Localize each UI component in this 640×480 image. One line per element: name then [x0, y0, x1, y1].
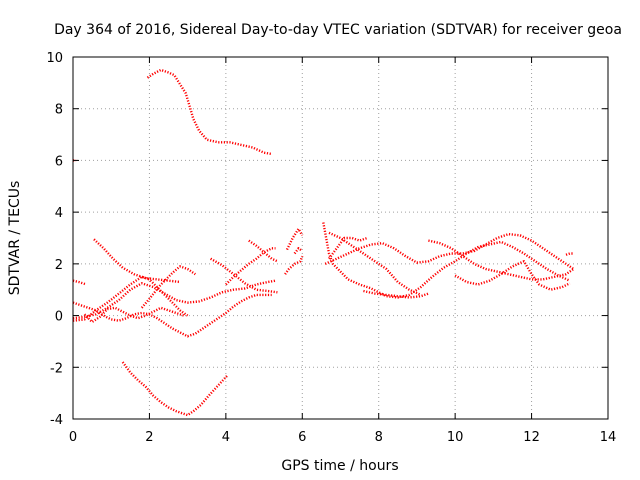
plot-frame — [72, 56, 609, 420]
y-tick-label: 8 — [55, 103, 63, 118]
y-tick-label: -2 — [50, 361, 63, 376]
x-tick-label: 2 — [145, 430, 153, 445]
data-series-group — [72, 68, 575, 417]
data-series-15 — [285, 227, 304, 251]
x-tick-label: 14 — [600, 430, 617, 445]
data-series-3 — [121, 361, 229, 417]
data-series-16 — [293, 247, 303, 255]
data-series-7 — [83, 306, 185, 324]
x-tick-label: 10 — [447, 430, 464, 445]
data-series-9 — [93, 238, 181, 284]
x-axis-label: GPS time / hours — [281, 458, 398, 474]
x-tick-label: 6 — [298, 430, 306, 445]
y-tick-label: 10 — [46, 51, 63, 66]
data-series-18 — [324, 232, 575, 270]
y-tick-label: 6 — [55, 154, 63, 169]
x-tick-label: 0 — [69, 430, 77, 445]
axis-ticks: 0 2 4 6 8 10 12 14 -4 -2 0 2 4 6 8 10 — [46, 51, 616, 445]
data-series-8 — [72, 279, 87, 286]
y-tick-label: 0 — [55, 310, 63, 325]
x-tick-label: 8 — [375, 430, 383, 445]
data-series-20 — [328, 236, 368, 260]
x-tick-label: 12 — [523, 430, 540, 445]
data-series-19 — [328, 231, 422, 296]
grid-lines — [73, 57, 608, 419]
chart-title: Day 364 of 2016, Sidereal Day-to-day VTE… — [54, 22, 622, 38]
data-series-14 — [284, 255, 304, 275]
y-axis-label: SDTVAR / TECUs — [7, 181, 23, 296]
data-series-11 — [210, 257, 278, 294]
data-series-23 — [454, 260, 571, 291]
data-series-24 — [565, 252, 574, 256]
data-series-6 — [72, 275, 189, 322]
data-series-13 — [248, 239, 278, 263]
y-tick-label: 2 — [55, 258, 63, 273]
data-series-17 — [322, 222, 571, 299]
data-series-2 — [146, 68, 272, 156]
x-tick-label: 4 — [222, 430, 230, 445]
data-series-10 — [140, 265, 196, 309]
data-series-5 — [72, 279, 276, 320]
data-series-22 — [428, 239, 575, 281]
y-tick-label: 4 — [55, 206, 63, 221]
data-series-21 — [363, 289, 429, 299]
y-tick-label: -4 — [50, 413, 63, 428]
data-series-12 — [225, 247, 276, 286]
